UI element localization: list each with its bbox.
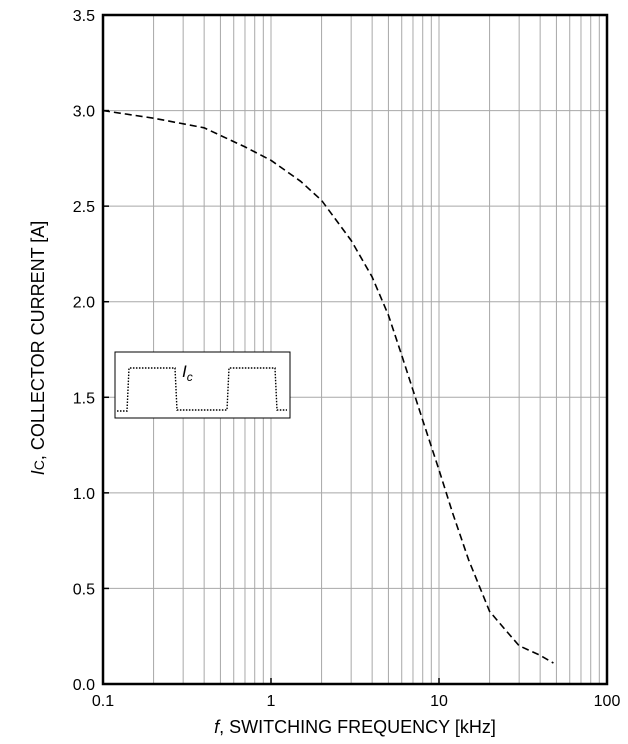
x-tick-label: 10 bbox=[430, 693, 448, 710]
y-axis-title: IC, COLLECTOR CURRENT [A] bbox=[28, 221, 48, 476]
plot-frame bbox=[101, 13, 609, 686]
y-tick-label: 0.0 bbox=[73, 677, 95, 694]
y-tick-label: 2.5 bbox=[73, 199, 95, 216]
y-tick-label: 1.0 bbox=[73, 486, 95, 503]
x-tick-label: 100 bbox=[594, 693, 621, 710]
y-tick-label: 0.5 bbox=[73, 581, 95, 598]
grid bbox=[102, 14, 608, 685]
tick-labels: 0.1 1 10 100 0.0 0.5 1.0 1.5 2.0 2.5 3.0 3.5 bbox=[73, 8, 621, 710]
y-tick-label: 3.0 bbox=[73, 104, 95, 121]
x-tick-label: 1 bbox=[267, 693, 276, 710]
inset-pulse-train bbox=[117, 367, 287, 412]
y-tick-label: 1.5 bbox=[73, 390, 95, 407]
x-axis-title: f, SWITCHING FREQUENCY [kHz] bbox=[214, 717, 496, 737]
y-tick-label: 2.0 bbox=[73, 295, 95, 312]
series-line bbox=[102, 109, 554, 664]
inset-box bbox=[114, 351, 291, 419]
plot-border bbox=[101, 13, 609, 686]
inset-waveform: Ic bbox=[114, 351, 291, 419]
tick-marks bbox=[102, 14, 608, 685]
y-tick-label: 3.5 bbox=[73, 8, 95, 25]
inset-label: Ic bbox=[182, 362, 193, 384]
x-tick-label: 0.1 bbox=[92, 693, 114, 710]
series-layer bbox=[102, 109, 554, 664]
